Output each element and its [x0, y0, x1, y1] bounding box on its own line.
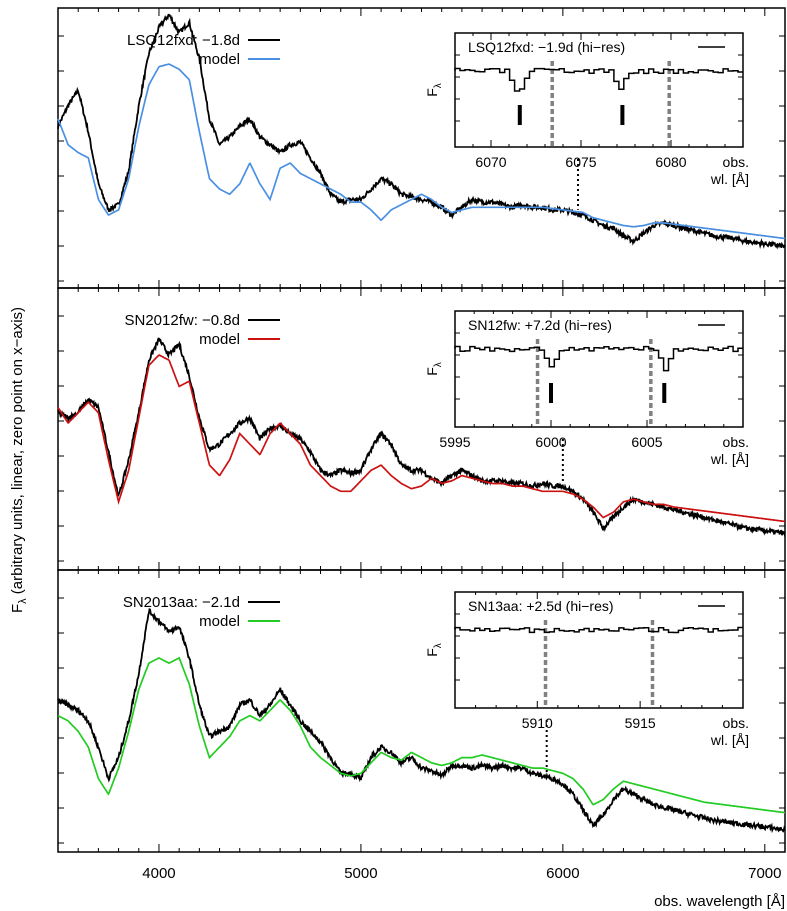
inset-frame — [454, 32, 744, 148]
inset-x-axis-title: obs. — [723, 715, 749, 731]
legend-label: model — [199, 331, 240, 348]
x-axis-tick-label: 7000 — [748, 865, 781, 882]
inset-x-axis-title: wl. [Å] — [710, 451, 749, 467]
inset-y-axis-label-subscript: λ — [433, 83, 444, 88]
main-y-axis-label-text: (arbitrary units, linear, zero point on … — [9, 307, 26, 598]
inset-legend-label: SN12fw: +7.2d (hi−res) — [468, 317, 612, 333]
inset-x-axis-title: obs. — [723, 434, 749, 450]
legend-label: model — [199, 51, 240, 68]
main-y-axis-label-symbol: F — [9, 604, 26, 613]
inset-x-tick-label: 6075 — [565, 154, 596, 170]
inset-panel: 5910 5915 obs.wl. [Å] Fλ SN13aa: +2.5d (hi−r… — [424, 591, 749, 748]
inset-x-axis-title: wl. [Å] — [710, 171, 749, 187]
model-spectrum-line — [57, 354, 786, 523]
inset-y-axis-label-subscript: λ — [433, 362, 444, 367]
inset-x-tick-label: 6005 — [631, 434, 662, 450]
inset-x-tick-label: 5915 — [625, 715, 656, 731]
spectrum-panel-1: LSQ12fxd: −1.8d model 6070 6075 6080 obs.wl. … — [57, 7, 786, 289]
x-axis-tick-label: 5000 — [344, 865, 377, 882]
model-spectrum-line — [57, 63, 786, 240]
inset-x-tick-label: 5995 — [439, 434, 470, 450]
inset-frame — [454, 591, 744, 709]
inset-y-axis-label-symbol: F — [424, 367, 440, 376]
inset-panel: 6070 6075 6080 obs.wl. [Å] Fλ LSQ12fxd: −1.9d… — [424, 32, 749, 187]
inset-legend-label: LSQ12fxd: −1.9d (hi−res) — [468, 39, 625, 55]
legend-label: SN2012fw: −0.8d — [125, 312, 241, 329]
legend-label: model — [199, 613, 240, 630]
inset-hires-spectrum-line — [454, 626, 743, 634]
inset-legend-label: SN13aa: +2.5d (hi−res) — [468, 598, 614, 614]
inset-frame — [454, 310, 744, 428]
main-y-axis-label: Fλ (arbitrary units, linear, zero point … — [9, 307, 29, 613]
spectrum-panel-3: SN2013aa: −2.1d model 5910 5915 obs.wl. [Å] F… — [57, 569, 786, 853]
inset-hires-spectrum-line — [454, 67, 743, 92]
inset-x-tick-label: 5910 — [522, 715, 553, 731]
inset-y-axis-label: Fλ — [424, 362, 444, 376]
observed-spectrum-line — [57, 607, 786, 834]
observed-spectrum-line — [57, 337, 786, 537]
x-axis-tick-label: 4000 — [142, 865, 175, 882]
inset-y-axis-label: Fλ — [424, 643, 444, 657]
model-spectrum-line — [57, 656, 786, 814]
inset-x-axis-title: obs. — [723, 154, 749, 170]
legend-label: LSQ12fxd: −1.8d — [127, 32, 240, 49]
x-axis-tick-label: 6000 — [546, 865, 579, 882]
inset-hires-spectrum-line — [454, 345, 743, 372]
inset-x-tick-label: 6080 — [655, 154, 686, 170]
x-axis-tick-labels: 4000 5000 6000 7000 — [142, 865, 781, 882]
legend-label: SN2013aa: −2.1d — [123, 594, 240, 611]
inset-x-tick-label: 6000 — [535, 434, 566, 450]
inset-y-axis-label-symbol: F — [424, 648, 440, 657]
inset-x-axis-title: wl. [Å] — [710, 732, 749, 748]
inset-y-axis-label-symbol: F — [424, 88, 440, 97]
inset-y-axis-label: Fλ — [424, 83, 444, 97]
inset-panel: 5995 6000 6005 obs.wl. [Å] Fλ SN12fw: +7.2d (… — [424, 310, 749, 467]
inset-x-tick-label: 6070 — [475, 154, 506, 170]
x-axis-title: obs. wavelength [Å] — [654, 893, 785, 910]
main-y-axis-label-subscript: λ — [17, 598, 29, 604]
inset-y-axis-label-subscript: λ — [433, 643, 444, 648]
spectrum-panel-2: SN2012fw: −0.8d model 5995 6000 6005 obs.wl. … — [57, 287, 786, 571]
